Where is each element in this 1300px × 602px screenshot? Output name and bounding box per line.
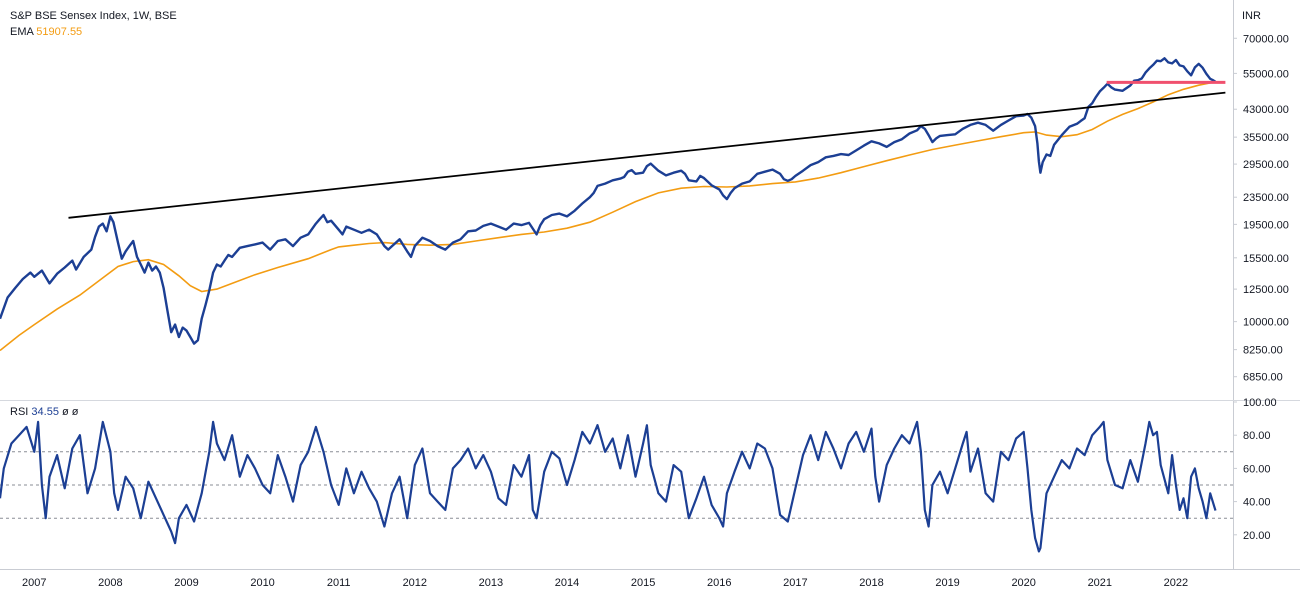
ema-label: EMA: [10, 26, 34, 38]
time-tick-label: 2016: [707, 577, 731, 589]
trendline[interactable]: [68, 91, 1226, 219]
rsi-label: RSI: [10, 406, 29, 418]
symbol-title[interactable]: S&P BSE Sensex Index, 1W, BSE: [10, 10, 177, 22]
price-tick-label: 70000.00: [1243, 33, 1289, 45]
axes: INR: [0, 0, 1300, 570]
time-tick-label: 2007: [22, 577, 46, 589]
time-tick-label: 2009: [174, 577, 198, 589]
price-tick-label: 10000.00: [1243, 317, 1289, 329]
time-tick-label: 2012: [403, 577, 427, 589]
time-tick-label: 2017: [783, 577, 807, 589]
ema-legend[interactable]: EMA 51907.55: [10, 24, 177, 40]
rsi-extra-value-2: ø: [71, 406, 79, 418]
rsi-tick-label: 100.00: [1243, 397, 1277, 409]
time-tick-label: 2013: [479, 577, 503, 589]
price-tick-label: 15500.00: [1243, 253, 1289, 265]
rsi-legend[interactable]: RSI 34.55 ø ø: [10, 406, 79, 418]
time-tick-label: 2021: [1088, 577, 1112, 589]
rsi-value: 34.55: [31, 406, 59, 418]
time-tick-label: 2019: [935, 577, 959, 589]
price-tick-label: 6850.00: [1243, 372, 1283, 384]
time-tick-label: 2011: [327, 577, 351, 589]
ema-value: 51907.55: [36, 26, 83, 38]
time-tick-label: 2014: [555, 577, 579, 589]
price-tick-label: 12500.00: [1243, 284, 1289, 296]
price-tick-label: 8250.00: [1243, 345, 1283, 357]
time-tick-label: 2018: [859, 577, 883, 589]
currency-label: INR: [1242, 10, 1261, 22]
price-line[interactable]: [0, 57, 1217, 345]
rsi-extra-value-1: ø: [62, 406, 69, 418]
rsi-tick-label: 40.00: [1243, 497, 1271, 509]
price-pane[interactable]: [0, 57, 1226, 352]
time-tick-label: 2008: [98, 577, 122, 589]
rsi-line[interactable]: [0, 420, 1217, 553]
time-tick-label: 2020: [1011, 577, 1035, 589]
ema-line[interactable]: [0, 81, 1216, 352]
price-tick-label: 43000.00: [1243, 104, 1289, 116]
price-tick-label: 29500.00: [1243, 159, 1289, 171]
price-tick-label: 19500.00: [1243, 219, 1289, 231]
main-legend: S&P BSE Sensex Index, 1W, BSE EMA 51907.…: [10, 8, 177, 40]
rsi-axis[interactable]: 100.00 80.00 60.00 40.00 20.00: [1233, 397, 1277, 542]
grid: [0, 451, 1233, 519]
price-axis[interactable]: 70000.00 55000.00 43000.00 35500.00 29500.00…: [1233, 33, 1289, 384]
time-tick-label: 2015: [631, 577, 655, 589]
rsi-tick-label: 20.00: [1243, 530, 1271, 542]
rsi-tick-label: 60.00: [1243, 463, 1271, 475]
time-tick-label: 2022: [1164, 577, 1188, 589]
rsi-tick-label: 80.00: [1243, 430, 1271, 442]
price-tick-label: 35500.00: [1243, 132, 1289, 144]
time-tick-label: 2010: [250, 577, 274, 589]
rsi-pane[interactable]: [0, 420, 1217, 553]
price-tick-label: 55000.00: [1243, 68, 1289, 80]
time-axis[interactable]: 2007 2008 2009 2010 2011 2012 2013 2014 2015 2016…: [22, 577, 1188, 589]
price-tick-label: 23500.00: [1243, 192, 1289, 204]
